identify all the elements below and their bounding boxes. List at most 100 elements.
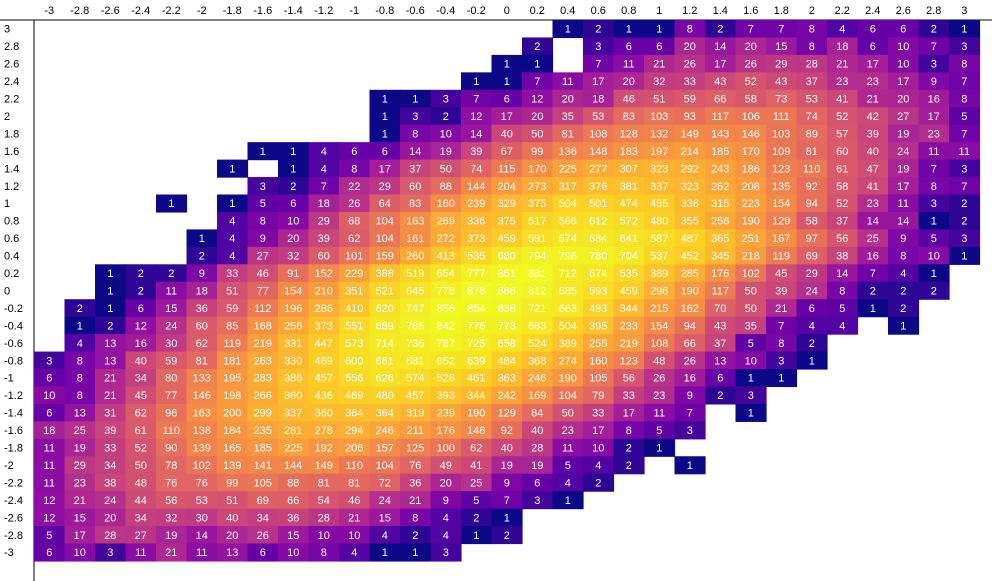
cell-value-label: 24	[379, 495, 391, 507]
heatmap-cell	[796, 72, 828, 91]
heatmap-cell	[644, 281, 676, 300]
cell-value-label: 6	[900, 24, 906, 36]
cell-value-label: 246	[376, 425, 394, 437]
heatmap-cell	[644, 20, 676, 39]
cell-value-label: 3	[534, 495, 540, 507]
cell-value-label: 85	[226, 320, 238, 332]
cell-value-label: 21	[867, 94, 879, 106]
heatmap-cell	[217, 194, 249, 213]
cell-value-label: 139	[193, 443, 211, 455]
x-tick-label: 1.2	[682, 5, 697, 17]
cell-value-label: 21	[348, 512, 360, 524]
cell-value-label: 524	[528, 338, 546, 350]
heatmap-cell	[491, 473, 523, 492]
heatmap-cell	[491, 142, 523, 161]
heatmap-cell	[156, 194, 188, 213]
heatmap-cell	[278, 473, 310, 492]
heatmap-cell	[308, 421, 340, 440]
cell-value-label: 148	[467, 425, 485, 437]
heatmap-cell	[613, 369, 645, 388]
cell-value-label: 89	[806, 128, 818, 140]
heatmap-cell	[766, 211, 798, 230]
heatmap-cell	[339, 403, 371, 422]
heatmap-cell	[613, 246, 645, 265]
heatmap-cell	[583, 124, 615, 143]
heatmap-cell	[705, 177, 737, 196]
cell-value-label: 736	[406, 338, 424, 350]
y-tick-label: 2	[4, 111, 10, 123]
heatmap-cell	[34, 491, 66, 510]
y-tick-label: 0.6	[4, 233, 19, 245]
cell-value-label: 152	[315, 268, 333, 280]
heatmap-cell	[522, 124, 554, 143]
cell-value-label: 7	[504, 495, 510, 507]
heatmap-cell	[186, 299, 218, 318]
heatmap-cell	[95, 421, 127, 440]
cell-value-label: 535	[620, 268, 638, 280]
cell-value-label: 8	[778, 338, 784, 350]
cell-value-label: 146	[193, 390, 211, 402]
cell-value-label: 21	[775, 303, 787, 315]
heatmap-cell	[613, 229, 645, 248]
heatmap-cell	[552, 403, 584, 422]
heatmap-cell	[369, 421, 401, 440]
cell-value-label: 307	[620, 163, 638, 175]
x-tick-label: -2.6	[101, 5, 120, 17]
cell-value-label: 3	[107, 547, 113, 559]
cell-value-label: 591	[528, 233, 546, 245]
cell-value-label: 169	[528, 390, 546, 402]
cell-value-label: 24	[897, 146, 909, 158]
heatmap-cell	[64, 473, 96, 492]
cell-value-label: 1	[382, 128, 388, 140]
heatmap-cell	[552, 72, 584, 91]
heatmap-cell	[766, 107, 798, 126]
heatmap-cell	[339, 369, 371, 388]
heatmap-cell	[674, 142, 706, 161]
cell-value-label: 368	[528, 355, 546, 367]
heatmap-cell	[491, 526, 523, 545]
cell-value-label: 26	[684, 59, 696, 71]
cell-value-label: 386	[284, 373, 302, 385]
cell-value-label: 210	[315, 285, 333, 297]
heatmap-cell	[522, 211, 554, 230]
cell-value-label: 626	[376, 373, 394, 385]
cell-value-label: 10	[287, 547, 299, 559]
heatmap-cell	[156, 403, 188, 422]
cell-value-label: 6	[260, 547, 266, 559]
heatmap-cell	[583, 20, 615, 39]
heatmap-cell	[308, 159, 340, 178]
x-tick-label: -2	[197, 5, 207, 17]
cell-value-label: 21	[653, 59, 665, 71]
y-tick-label: -2.2	[4, 477, 23, 489]
heatmap-cell	[522, 473, 554, 492]
heatmap-cell	[339, 159, 371, 178]
heatmap-cell	[552, 89, 584, 108]
heatmap-cell	[522, 281, 554, 300]
heatmap-cell	[186, 526, 218, 545]
cell-value-label: 184	[223, 425, 241, 437]
cell-value-label: 2	[809, 338, 815, 350]
cell-value-label: 219	[620, 338, 638, 350]
cell-value-label: 10	[745, 355, 757, 367]
heatmap-cell	[857, 229, 889, 248]
heatmap-cell	[308, 403, 340, 422]
cell-value-label: 1	[748, 408, 754, 420]
cell-value-label: 4	[321, 163, 327, 175]
heatmap-cell	[644, 351, 676, 370]
cell-value-label: 30	[196, 512, 208, 524]
heatmap-cell	[156, 508, 188, 527]
cell-value-label: 842	[437, 320, 455, 332]
heatmap-cell	[735, 246, 767, 265]
heatmap-cell	[522, 264, 554, 283]
heatmap-cell	[644, 334, 676, 353]
heatmap-cell	[583, 159, 615, 178]
cell-value-label: 375	[498, 216, 516, 228]
cell-value-label: 110	[345, 460, 363, 472]
cell-value-label: 11	[898, 198, 909, 210]
cell-value-label: 99	[226, 477, 238, 489]
heatmap-cell	[339, 142, 371, 161]
cell-value-label: 2	[961, 216, 967, 228]
y-tick-label: 2.8	[4, 41, 19, 53]
cell-value-label: 23	[928, 128, 940, 140]
heatmap-cell	[369, 246, 401, 265]
